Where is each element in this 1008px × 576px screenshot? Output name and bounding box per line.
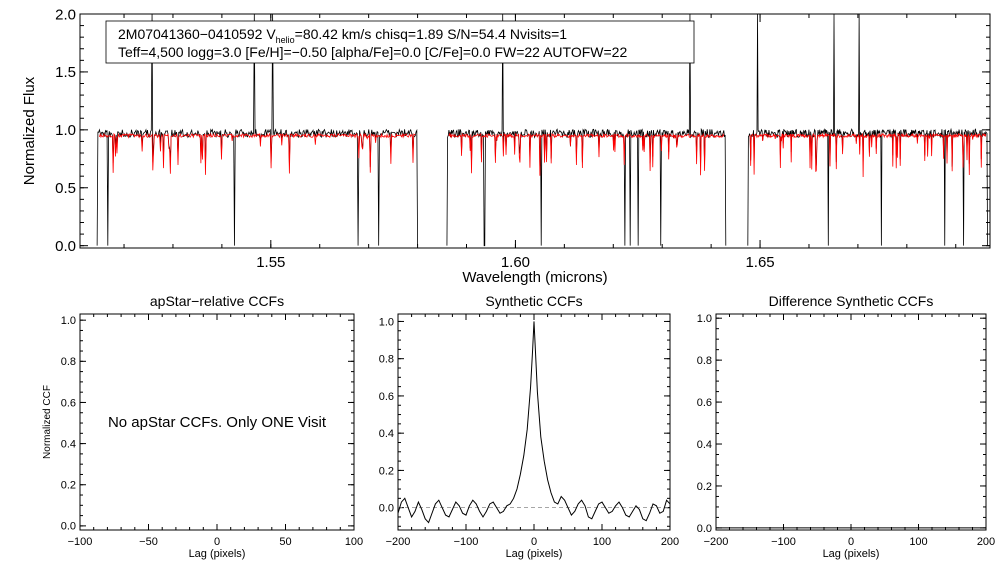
y-tick-label: 0.5	[55, 180, 76, 197]
synthetic-spectrum-segment	[448, 132, 725, 176]
synthetic-spectrum-segment	[99, 132, 416, 175]
y-tick-label: 0.0	[379, 503, 394, 515]
y-axis-label: Normalized Flux	[21, 76, 38, 185]
x-tick-label: 100	[593, 536, 611, 548]
no-ccf-message: No apStar CCFs. Only ONE Visit	[108, 414, 327, 431]
x-tick-label: −200	[704, 536, 729, 548]
x-tick-label: 0	[848, 536, 854, 548]
x-tick-label: 0	[531, 536, 537, 548]
y-tick-label: 2.0	[55, 6, 76, 23]
y-tick-label: 0.8	[379, 354, 394, 366]
x-tick-label: 200	[661, 536, 679, 548]
y-tick-label: 0.4	[379, 428, 394, 440]
y-tick-label: 1.0	[379, 316, 394, 328]
y-tick-label: 0.0	[61, 521, 76, 533]
x-axis-label: Lag (pixels)	[189, 548, 246, 560]
y-tick-label: 0.8	[697, 355, 712, 367]
y-tick-label: 0.6	[697, 397, 712, 409]
x-tick-label: −50	[139, 536, 158, 548]
y-tick-label: 0.8	[61, 356, 76, 368]
y-tick-label: 0.6	[379, 391, 394, 403]
y-tick-label: 1.0	[697, 313, 712, 325]
x-tick-label: −100	[454, 536, 479, 548]
spectrum-panel: 1.55 1.60 1.65 0.0 0.5 1.0 1.5 2.0 Wavelength (m…	[21, 6, 991, 286]
plot-frame	[715, 313, 987, 531]
y-tick-label: 1.5	[55, 64, 76, 81]
panel-title: Difference Synthetic CCFs	[769, 293, 934, 309]
difference-ccf-panel: −200 −100 0 100 200 0.0 0.2 0.4 0.6 0.8 1.0 Lag (pi…	[697, 293, 995, 560]
x-tick-label: −100	[68, 536, 93, 548]
synthetic-ccf-line	[397, 321, 671, 524]
annotation-box	[105, 20, 695, 64]
synthetic-ccf-panel: −200 −100 0 100 200 0.0 0.2 0.4 0.6 0.8 1.0 Lag (pi…	[379, 293, 679, 560]
x-axis-label: Wavelength (microns)	[462, 269, 607, 286]
y-tick-label: 0.0	[55, 238, 76, 255]
observed-spectrum-segment	[747, 13, 988, 246]
annotation-line-1: 2M07041360−0410592 Vhelio=80.42 km/s chi…	[118, 26, 567, 45]
y-tick-label: 0.2	[697, 481, 712, 493]
x-axis-label: Lag (pixels)	[823, 548, 880, 560]
y-tick-label: 0.4	[697, 439, 712, 451]
x-tick-label: −100	[771, 536, 796, 548]
plot-frame	[79, 13, 991, 249]
x-axis-label: Lag (pixels)	[506, 548, 563, 560]
panel-title: apStar−relative CCFs	[150, 293, 284, 309]
x-tick-label: 1.55	[256, 254, 285, 271]
synthetic-spectrum-segment	[749, 132, 987, 178]
y-tick-label: 0.2	[61, 480, 76, 492]
panel-title: Synthetic CCFs	[485, 293, 582, 309]
x-tick-label: −200	[386, 536, 411, 548]
v-symbol: V	[266, 26, 276, 42]
x-tick-label: 200	[977, 536, 995, 548]
y-axis-label: Normalized CCF	[42, 385, 53, 459]
x-tick-label: 1.60	[501, 254, 530, 271]
x-tick-label: 1.65	[745, 254, 774, 271]
annotation-line-2: Teff=4,500 logg=3.0 [Fe/H]=−0.50 [alpha/…	[118, 44, 627, 60]
y-tick-label: 0.4	[61, 438, 76, 450]
y-tick-label: 0.2	[379, 465, 394, 477]
observed-spectrum-segment	[446, 13, 727, 247]
x-tick-label: 50	[279, 536, 291, 548]
annotation-stats: =80.42 km/s chisq=1.89 S/N=54.4 Nvisits=…	[295, 26, 568, 42]
star-id: 2M07041360−0410592	[118, 26, 266, 42]
v-subscript: helio	[276, 35, 295, 45]
y-tick-label: 1.0	[55, 122, 76, 139]
y-tick-label: 0.6	[61, 397, 76, 409]
x-tick-label: 100	[909, 536, 927, 548]
apstar-ccf-panel: −100 −50 0 50 100 0.0 0.2 0.4 0.6 0.8 1.0 Lag (pixe…	[42, 293, 363, 560]
y-tick-label: 1.0	[61, 315, 76, 327]
plot-frame	[397, 313, 671, 531]
y-tick-label: 0.0	[697, 523, 712, 535]
x-tick-label: 100	[345, 536, 363, 548]
x-tick-label: 0	[214, 536, 220, 548]
